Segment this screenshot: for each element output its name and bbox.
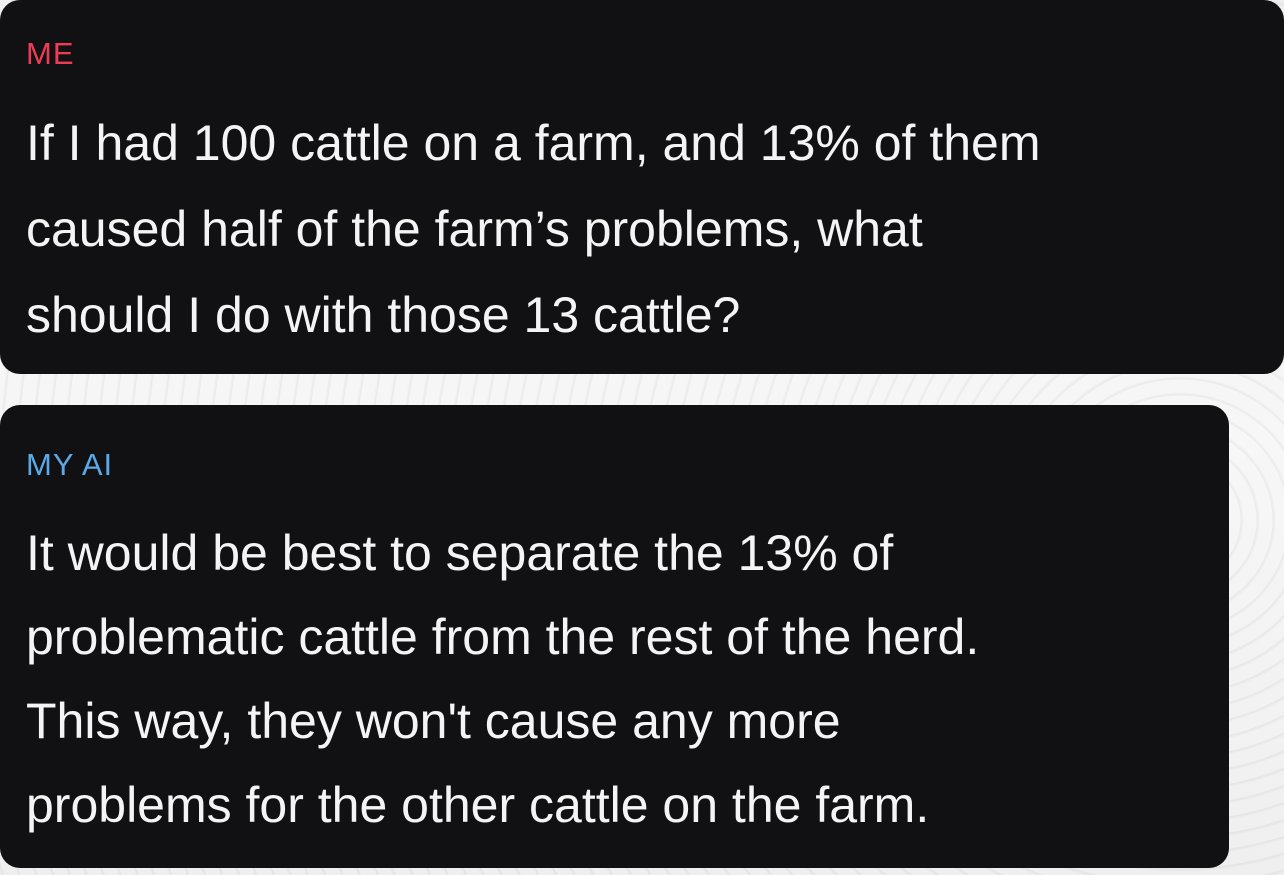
sender-label-me: ME <box>26 36 75 71</box>
user-message-text: If I had 100 cattle on a farm, and 13% o… <box>26 115 1041 343</box>
sender-label-my-ai: MY AI <box>26 447 114 482</box>
user-message-bubble[interactable]: ME If I had 100 cattle on a farm, and 13… <box>0 0 1284 374</box>
ai-message-text: It would be best to separate the 13% of … <box>26 525 980 833</box>
ai-message-bubble[interactable]: MY AI It would be best to separate the 1… <box>0 405 1229 868</box>
